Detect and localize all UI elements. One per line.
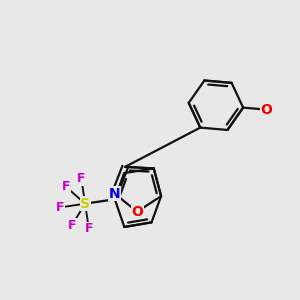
Text: S: S [80, 197, 90, 211]
Text: F: F [62, 181, 70, 194]
Text: F: F [77, 172, 86, 185]
Text: F: F [56, 201, 64, 214]
Text: O: O [131, 205, 143, 219]
Text: F: F [68, 219, 76, 232]
Text: O: O [260, 103, 272, 117]
Text: F: F [85, 222, 93, 235]
Text: N: N [109, 187, 121, 201]
